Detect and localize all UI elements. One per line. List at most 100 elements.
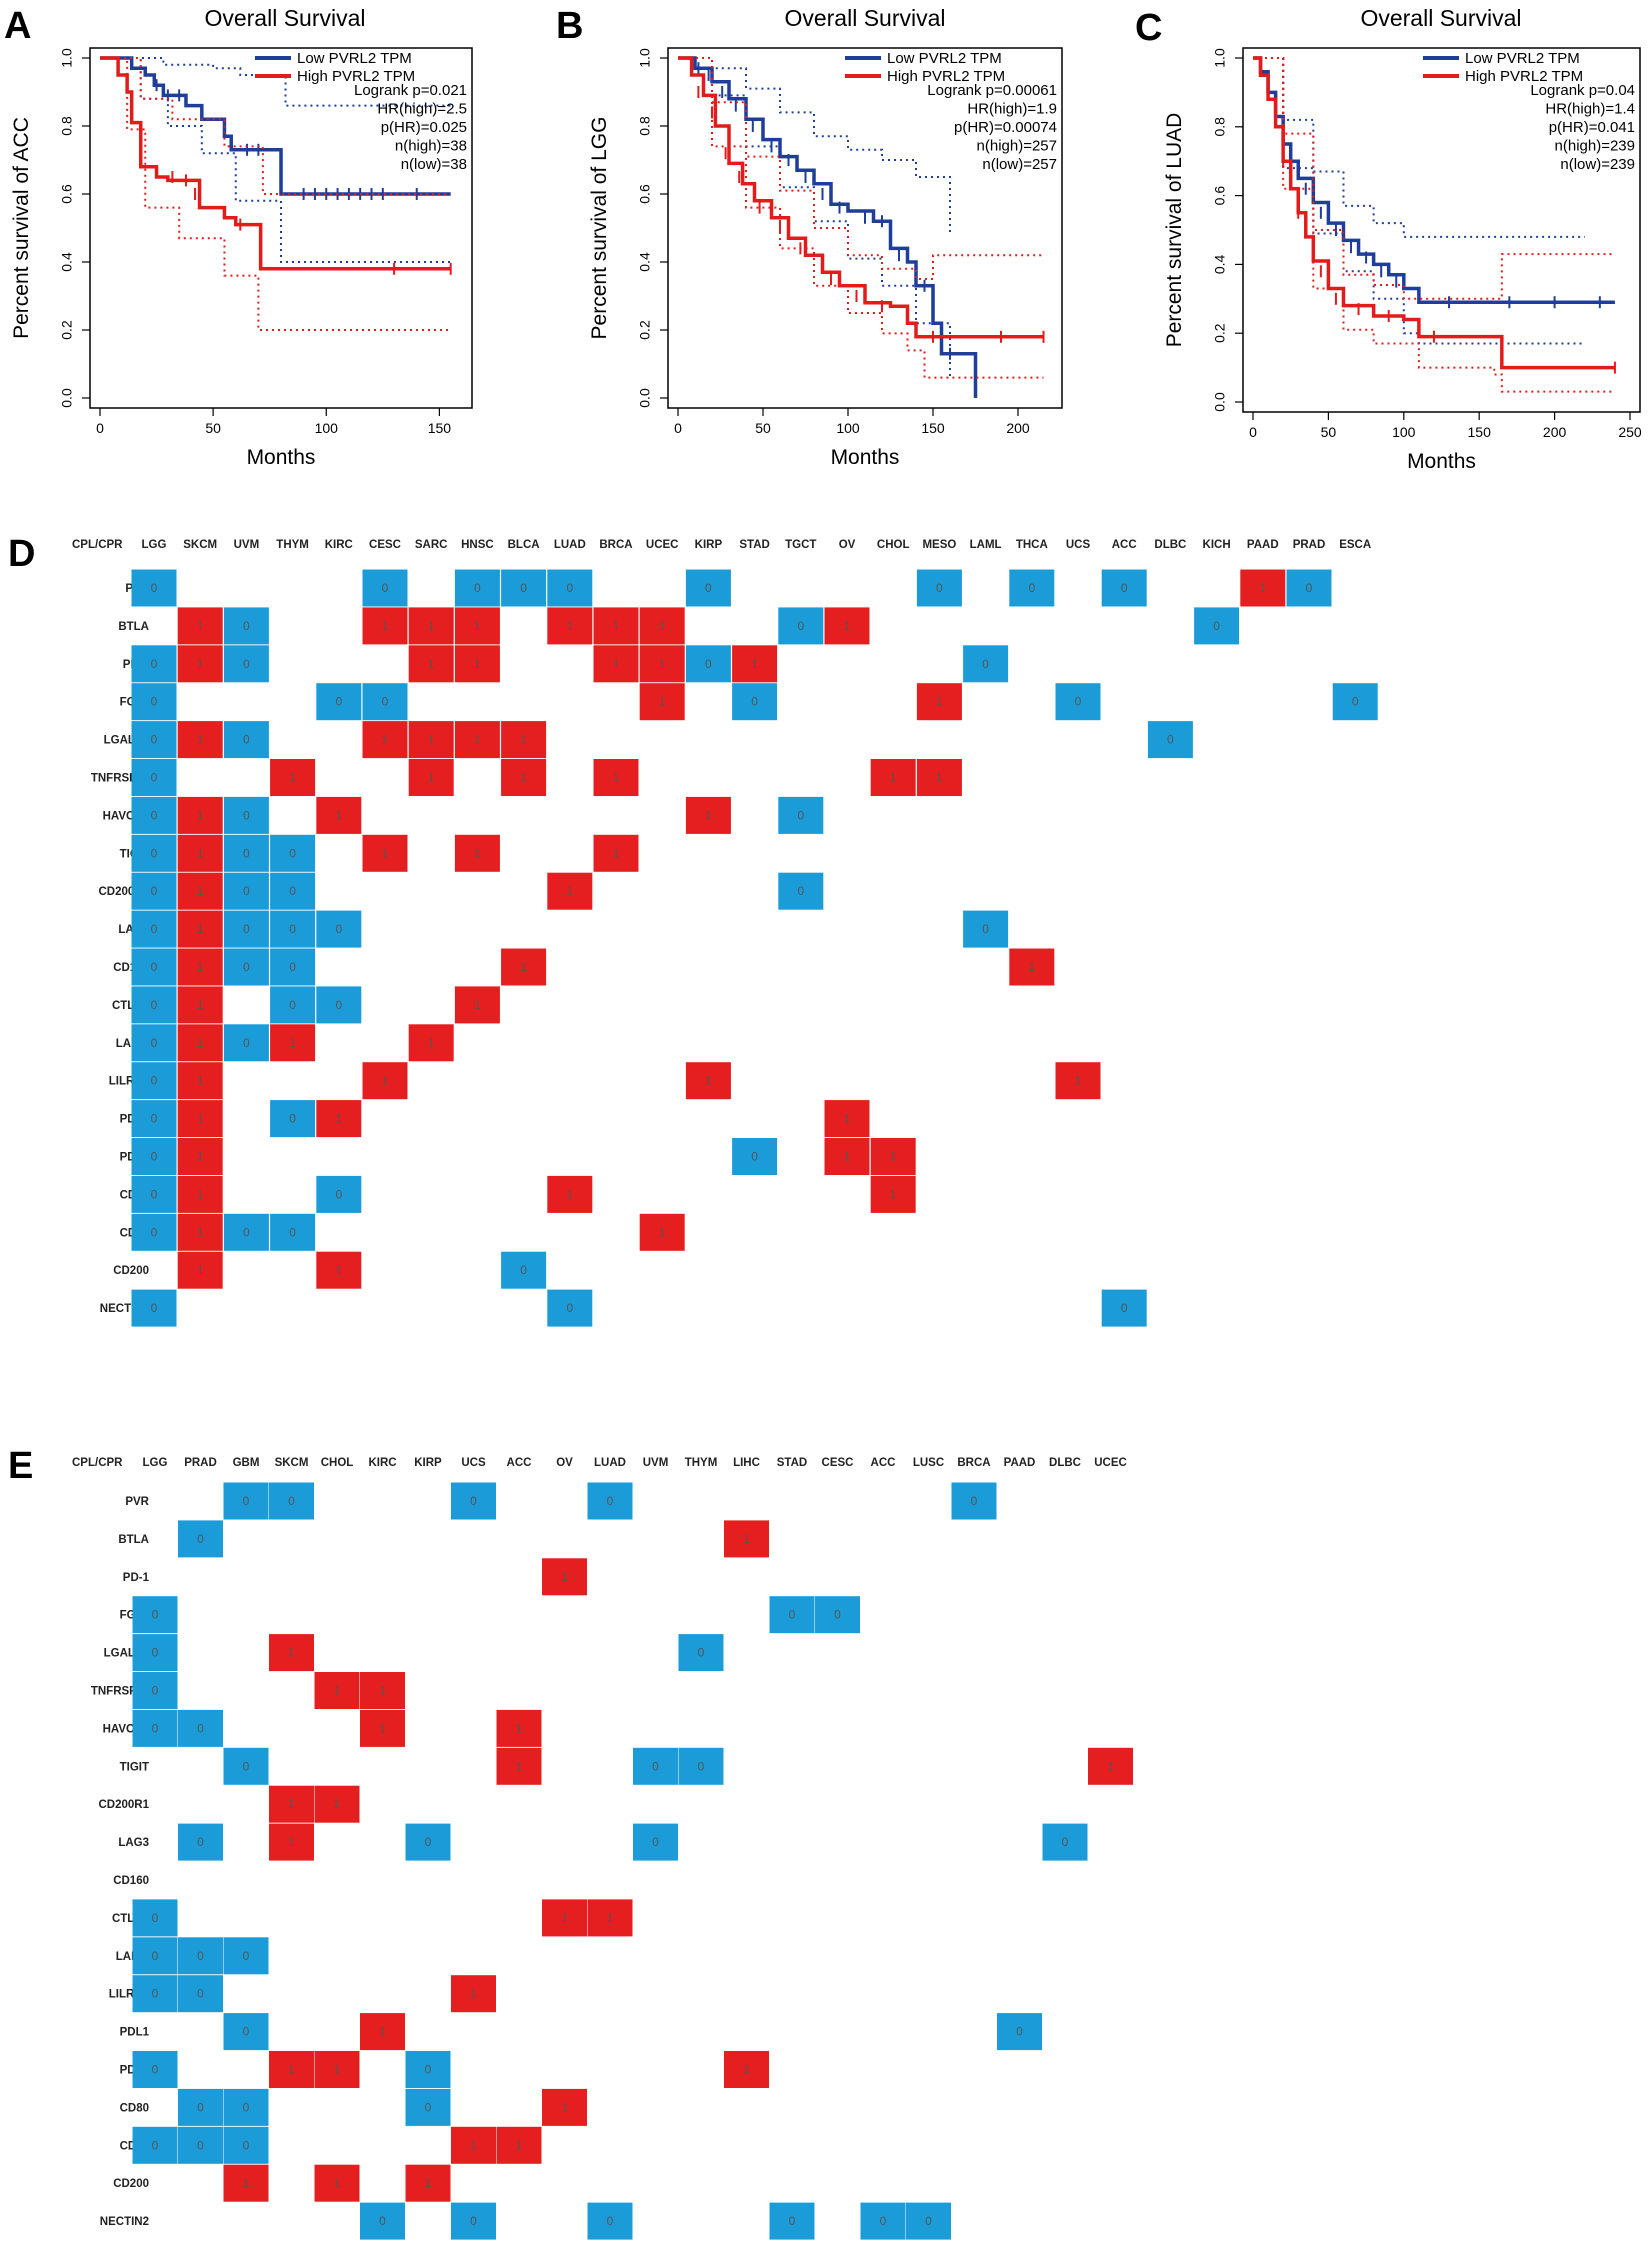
heatmap-cell <box>360 2202 405 2240</box>
y-tick-label: 1.0 <box>59 48 75 68</box>
stat-annotation: Logrank p=0.00061 <box>927 82 1057 99</box>
heatmap-cell-value: 1 <box>425 2176 432 2190</box>
x-tick-label: 150 <box>921 420 945 436</box>
heatmap-row-label: BTLA <box>118 1534 149 1546</box>
heatmap-cell-value: 0 <box>288 1494 295 1508</box>
ci-upper-line <box>1253 57 1585 238</box>
heatmap-cell-value: 1 <box>520 771 527 785</box>
heatmap-cell <box>177 607 223 645</box>
heatmap-cell <box>223 796 269 834</box>
heatmap-cell-value: 0 <box>607 1494 614 1508</box>
heatmap-cell-value: 0 <box>151 922 158 936</box>
heatmap-cell-value: 1 <box>334 1797 341 1811</box>
x-tick-label: 0 <box>96 420 104 436</box>
heatmap-cell <box>593 834 639 872</box>
heatmap-cell <box>316 796 362 834</box>
heatmap-cell-value: 0 <box>607 2214 614 2228</box>
heatmap-cell <box>178 2126 223 2164</box>
survival-line <box>100 56 451 196</box>
heatmap-cell-value: 1 <box>197 960 204 974</box>
heatmap-cell-value: 0 <box>470 1494 477 1508</box>
heatmap-cell <box>769 2202 815 2240</box>
heatmap-cell <box>316 1175 362 1213</box>
heatmap-cell-value: 1 <box>288 1835 295 1849</box>
heatmap-cell <box>451 2126 496 2164</box>
heatmap-column-label: HNSC <box>461 539 494 551</box>
heatmap-cell-value: 1 <box>197 1263 204 1277</box>
heatmap-cell-value: 0 <box>652 1759 659 1773</box>
heatmap-column-label: UCEC <box>646 539 679 551</box>
heatmap-cell-value: 1 <box>890 771 897 785</box>
heatmap-cell-value: 0 <box>982 922 989 936</box>
heatmap-cell <box>270 834 316 872</box>
heatmap-cell <box>951 1482 997 1520</box>
heatmap-cell <box>362 683 408 721</box>
heatmap-cell <box>724 2051 769 2088</box>
heatmap-cell-value: 0 <box>243 960 250 974</box>
heatmap-row-label: CD200 <box>113 2178 149 2190</box>
heatmap-cell-value: 1 <box>379 1721 386 1735</box>
heatmap-cell-value: 1 <box>751 657 758 671</box>
heatmap-cell-value: 1 <box>566 619 573 633</box>
heatmap-cell <box>587 1899 633 1937</box>
y-tick-label: 0.0 <box>1212 392 1228 412</box>
heatmap-cell <box>132 1596 178 1634</box>
heatmap-cell <box>405 2051 451 2088</box>
heatmap-row-label: PDL1 <box>120 2027 150 2039</box>
survival-line <box>1253 56 1615 370</box>
ci-upper-line <box>100 57 451 195</box>
series-low <box>100 56 451 263</box>
heatmap-cell-value: 1 <box>197 1225 204 1239</box>
heatmap-cell <box>542 1899 587 1937</box>
heatmap-cell-value: 0 <box>379 2214 386 2228</box>
heatmap-cell <box>1055 683 1101 721</box>
heatmap-cell-value: 0 <box>289 884 296 898</box>
heatmap-cell <box>547 607 593 645</box>
heatmap-cell-value: 1 <box>936 695 943 709</box>
heatmap-cell-value: 1 <box>844 619 851 633</box>
heatmap-cell-value: 0 <box>152 2138 159 2152</box>
heatmap-cell <box>131 872 177 910</box>
heatmap-cell-value: 1 <box>516 1721 523 1735</box>
heatmap-cell <box>542 2088 587 2126</box>
heatmap-cell-value: 1 <box>659 1225 666 1239</box>
heatmap-cell <box>177 721 223 759</box>
heatmap-cell-value: 1 <box>516 2138 523 2152</box>
ci-upper-line <box>100 57 451 107</box>
heatmap-cell-value: 1 <box>743 2063 750 2077</box>
heatmap-column-label: DLBC <box>1049 1457 1081 1469</box>
heatmap-cell-value: 0 <box>834 1608 841 1622</box>
heatmap-cell <box>269 1634 314 1672</box>
heatmap-cell <box>685 645 731 683</box>
heatmap-cell-value: 0 <box>971 1494 978 1508</box>
heatmap-cell <box>408 721 454 759</box>
heatmap-cell <box>177 1251 223 1289</box>
heatmap-cell-value: 1 <box>379 1684 386 1698</box>
heatmap-cell <box>1286 569 1332 607</box>
heatmap-column-label: ACC <box>507 1457 532 1469</box>
ci-lower-line <box>1253 57 1585 345</box>
y-tick-label: 0.2 <box>1212 323 1228 343</box>
heatmap-column-label: UCEC <box>1094 1457 1127 1469</box>
heatmap-cell <box>678 1634 724 1672</box>
heatmap-cell <box>270 1213 316 1251</box>
heatmap-column-label: PAAD <box>1004 1457 1036 1469</box>
heatmap-cell <box>678 1747 724 1785</box>
heatmap-cell <box>405 2164 451 2202</box>
heatmap-cell-value: 1 <box>289 771 296 785</box>
survival-line <box>1253 56 1615 304</box>
heatmap-cell-value: 0 <box>520 1263 527 1277</box>
heatmap-cell <box>362 834 408 872</box>
y-tick-label: 0.8 <box>1212 117 1228 137</box>
heatmap-cell-value: 0 <box>243 619 250 633</box>
heatmap-cell-value: 1 <box>335 1263 342 1277</box>
plot-title: Overall Survival <box>784 5 945 31</box>
plot-frame <box>89 47 473 409</box>
legend-entry: High PVRL2 TPM <box>887 68 1005 85</box>
heatmap-cell <box>824 1100 870 1138</box>
heatmap-cell <box>131 683 177 721</box>
series-high <box>1253 56 1616 393</box>
stat-annotation: p(HR)=0.041 <box>1549 119 1635 136</box>
y-tick-label: 0.6 <box>1212 186 1228 206</box>
heatmap-column-label: MESO <box>922 539 956 551</box>
